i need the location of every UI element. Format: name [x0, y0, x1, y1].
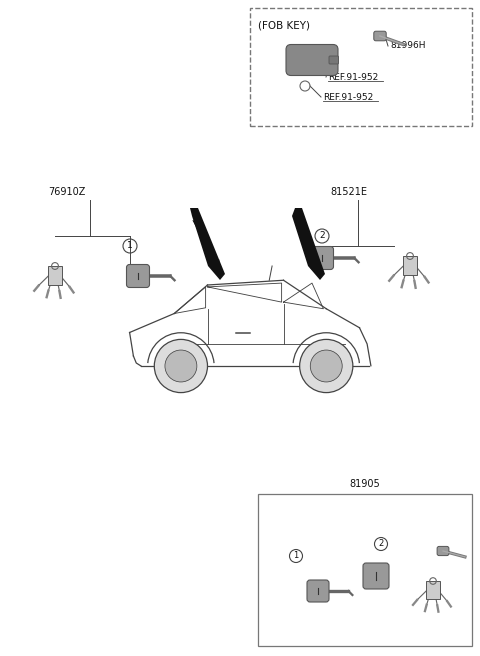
FancyBboxPatch shape: [311, 247, 334, 270]
Text: 2: 2: [378, 539, 384, 548]
FancyBboxPatch shape: [329, 56, 338, 64]
Text: 1: 1: [127, 241, 133, 251]
Circle shape: [165, 350, 197, 382]
FancyBboxPatch shape: [363, 563, 389, 589]
Text: REF.91-952: REF.91-952: [323, 92, 373, 102]
Bar: [403, 256, 417, 275]
Polygon shape: [190, 208, 225, 280]
FancyBboxPatch shape: [286, 45, 338, 75]
Text: REF.91-952: REF.91-952: [328, 73, 378, 81]
Text: 81521E: 81521E: [330, 187, 367, 197]
Circle shape: [310, 350, 342, 382]
Polygon shape: [292, 208, 325, 280]
FancyBboxPatch shape: [437, 546, 449, 556]
Circle shape: [300, 339, 353, 392]
Text: 81996H: 81996H: [390, 41, 425, 51]
FancyBboxPatch shape: [127, 264, 149, 287]
FancyBboxPatch shape: [374, 31, 386, 41]
Text: 1: 1: [293, 552, 299, 560]
Text: 81905: 81905: [349, 479, 380, 489]
Bar: [48, 266, 62, 285]
FancyBboxPatch shape: [307, 580, 329, 602]
Text: 2: 2: [319, 232, 325, 241]
Bar: [426, 581, 440, 599]
Circle shape: [154, 339, 207, 392]
Text: (FOB KEY): (FOB KEY): [258, 20, 310, 30]
Text: 76910Z: 76910Z: [48, 187, 85, 197]
